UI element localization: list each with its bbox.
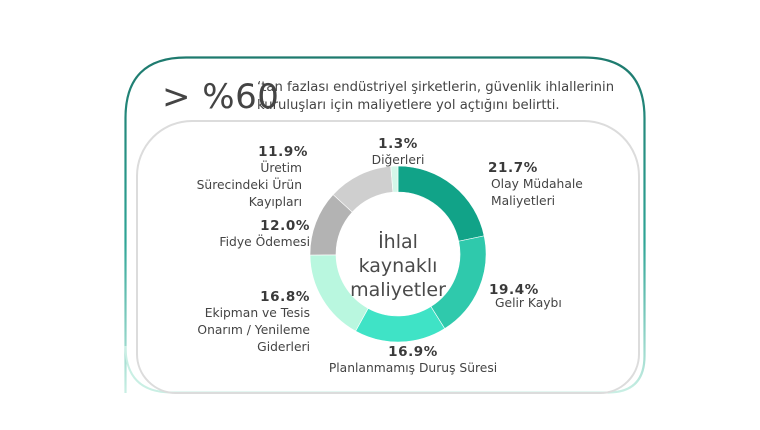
label-pct: 16.8% [260, 289, 310, 305]
donut-segment [355, 306, 446, 343]
label-text: Giderleri [257, 340, 310, 354]
label-olay-mudahale: 21.7% Olay Müdahale Maliyetleri [488, 160, 618, 210]
headline-text: ‘tan fazlası endüstriyel şirketlerin, gü… [257, 79, 614, 115]
label-pct: 1.3% [378, 136, 418, 152]
label-pct: 21.7% [488, 160, 538, 176]
label-pct: 16.9% [388, 344, 438, 360]
label-text: Fidye Ödemesi [219, 235, 310, 249]
label-text: Üretim [260, 161, 302, 175]
label-text: Planlanmamış Duruş Süresi [328, 361, 498, 375]
label-uretim-kayiplari: 11.9% Üretim Sürecindeki Ürün Kayıpları [180, 144, 308, 211]
label-text: Onarım / Yenileme [197, 323, 310, 337]
donut-center-label: İhlal kaynaklı maliyetler [338, 230, 458, 302]
label-digerleri: 1.3% Diğerleri [350, 136, 446, 169]
label-text: Diğerleri [371, 153, 425, 167]
label-text: Ekipman ve Tesis [204, 306, 310, 320]
inner-frame [136, 120, 640, 394]
label-planlanmamis-durus: 16.9% Planlanmamış Duruş Süresi [318, 344, 508, 377]
label-text: Kayıpları [248, 195, 302, 209]
label-pct: 11.9% [258, 144, 308, 160]
donut-chart [309, 165, 487, 343]
center-label-line-3: maliyetler [350, 279, 446, 301]
label-ekipman-tesis: 16.8% Ekipman ve Tesis Onarım / Yenileme… [170, 289, 310, 356]
label-text: Gelir Kaybı [495, 296, 562, 310]
label-text: Sürecindeki Ürün [196, 178, 302, 192]
label-text: Maliyetleri [491, 194, 556, 208]
center-label-line-2: kaynaklı [358, 255, 438, 277]
label-text: Olay Müdahale [491, 177, 583, 191]
headline-line-2: kuruluşları için maliyetlere yol açtığın… [257, 98, 560, 113]
label-pct: 19.4% [489, 282, 539, 298]
label-pct: 12.0% [260, 218, 310, 234]
headline-stat: > %60 [162, 77, 280, 117]
center-label-line-1: İhlal [378, 231, 418, 253]
label-gelir-kaybi: 19.4% Gelir Kaybı [489, 282, 589, 312]
donut-segment [390, 165, 399, 193]
label-fidye-odemesi: 12.0% Fidye Ödemesi [190, 218, 310, 251]
headline-line-1: ‘tan fazlası endüstriyel şirketlerin, gü… [257, 80, 615, 95]
